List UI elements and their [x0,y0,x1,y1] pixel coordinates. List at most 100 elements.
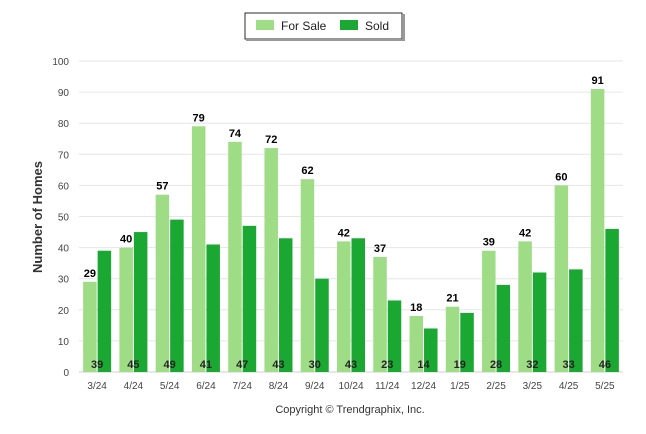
bar-sold [532,272,547,372]
copyright-text: Copyright © Trendgraphix, Inc. [275,404,424,416]
x-tick-label: 1/25 [450,381,470,392]
y-tick-label: 0 [63,368,69,379]
y-tick-label: 30 [58,275,70,286]
data-label-sold: 43 [345,359,357,371]
data-label-for-sale: 37 [374,243,386,255]
bar-sold [170,219,184,372]
bar-for-sale [228,141,242,372]
bar-for-sale [482,250,496,372]
bar-for-sale [83,281,97,372]
bars-group: 29 39 40 45 57 49 79 41 74 47 72 43 62 30 42 43 37 23 18 14… [83,75,619,373]
x-tick-label: 4/25 [559,381,579,392]
legend-swatch-for-sale [256,20,274,30]
bar-sold [97,250,112,372]
bar-sold [278,238,293,372]
bar-for-sale [554,185,569,372]
bar-for-sale [373,256,387,372]
data-label-sold: 47 [236,359,248,371]
legend: For Sale Sold [244,12,405,41]
bar-for-sale [337,241,351,372]
data-label-sold: 19 [454,359,466,371]
x-tick-label: 8/24 [269,381,289,392]
data-label-for-sale: 62 [301,165,313,177]
bar-sold [315,278,329,372]
data-label-sold: 33 [562,359,574,371]
legend-shadow [246,39,403,41]
x-axis-ticks: 3/24 4/24 5/24 6/24 7/24 8/24 9/24 10/24 11/24 12… [87,381,615,392]
bar-for-sale [445,306,460,372]
bar-for-sale [119,247,133,372]
legend-label-for-sale: For Sale [281,19,327,33]
data-label-sold: 39 [91,359,103,371]
data-label-for-sale: 79 [193,112,205,124]
data-label-for-sale: 21 [446,293,458,305]
x-tick-label: 3/24 [87,381,107,392]
grid-lines [79,60,623,373]
data-label-sold: 43 [272,359,284,371]
bar-for-sale [300,179,315,372]
y-tick-label: 100 [52,57,69,68]
bar-for-sale [191,126,206,372]
bar-for-sale [409,316,424,372]
x-tick-label: 10/24 [338,381,363,392]
bar-for-sale [264,148,278,372]
data-label-sold: 30 [309,359,321,371]
y-tick-label: 70 [58,150,70,161]
y-axis-label: Number of Homes [30,161,45,273]
data-label-for-sale: 91 [591,75,603,87]
x-tick-label: 7/24 [232,381,252,392]
bar-sold [206,244,220,372]
data-label-for-sale: 74 [229,128,242,140]
legend-shadow [403,14,405,41]
y-tick-label: 20 [58,306,70,317]
data-label-for-sale: 42 [519,227,531,239]
legend-swatch-sold [340,20,358,30]
data-label-for-sale: 57 [156,181,168,193]
x-tick-label: 12/24 [411,381,436,392]
x-tick-label: 5/25 [595,381,615,392]
bar-for-sale [590,88,605,373]
y-tick-label: 80 [58,119,70,130]
bar-for-sale [518,241,532,372]
data-label-for-sale: 42 [338,227,350,239]
x-tick-label: 4/24 [124,381,144,392]
data-label-sold: 14 [417,359,430,371]
y-tick-label: 10 [58,337,70,348]
bar-sold [424,328,438,372]
data-label-sold: 46 [599,359,611,371]
data-label-sold: 45 [127,359,139,371]
bar-sold [133,232,148,372]
y-tick-label: 60 [58,181,70,192]
data-label-sold: 41 [200,359,212,371]
data-label-for-sale: 72 [265,134,277,146]
x-tick-label: 2/25 [486,381,506,392]
data-label-sold: 28 [490,359,502,371]
x-tick-label: 5/24 [160,381,180,392]
y-tick-label: 50 [58,213,70,224]
x-tick-label: 9/24 [305,381,325,392]
x-tick-label: 3/25 [523,381,543,392]
bar-sold [569,269,583,372]
bar-sold [242,225,257,372]
bar-for-sale [155,194,170,372]
data-label-sold: 49 [164,359,176,371]
data-label-sold: 32 [526,359,538,371]
bar-sold [605,228,619,372]
bar-sold [351,238,365,372]
y-axis-ticks: 0 10 20 30 40 50 60 70 80 90 100 [52,57,69,379]
data-label-sold: 23 [381,359,393,371]
bar-sold [496,284,511,372]
data-label-for-sale: 29 [84,268,96,280]
y-tick-label: 90 [58,88,70,99]
x-tick-label: 6/24 [196,381,216,392]
data-label-for-sale: 18 [410,302,422,314]
data-label-for-sale: 60 [555,171,567,183]
x-tick-label: 11/24 [375,381,400,392]
data-label-for-sale: 40 [120,234,132,246]
y-tick-label: 40 [58,244,70,255]
legend-label-sold: Sold [365,19,389,33]
bar-sold [460,312,474,372]
data-label-for-sale: 39 [483,237,495,249]
